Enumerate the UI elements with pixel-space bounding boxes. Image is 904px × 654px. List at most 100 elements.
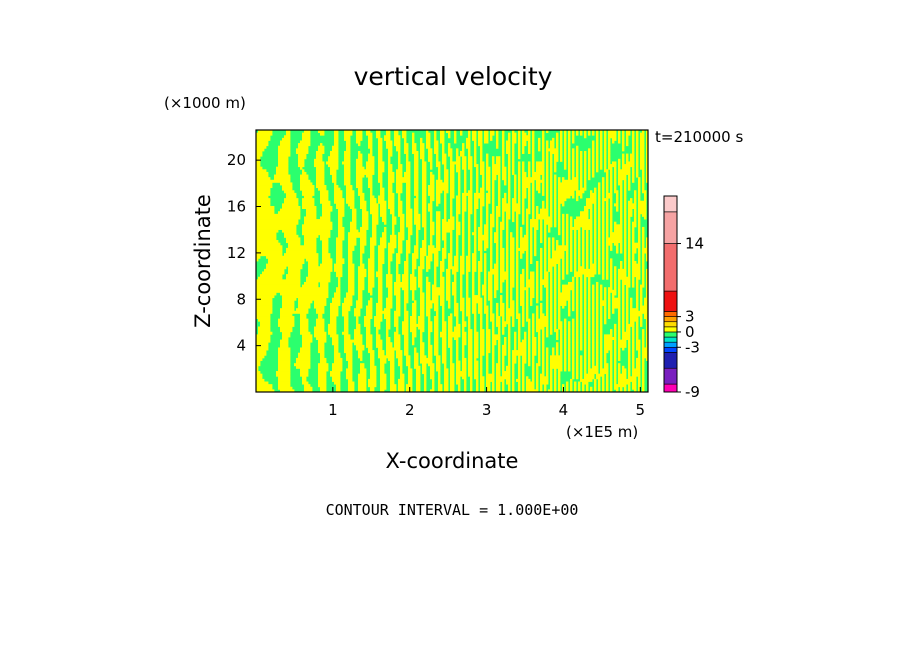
positive-region xyxy=(626,284,631,288)
positive-region xyxy=(640,323,643,327)
positive-region xyxy=(574,250,577,254)
positive-region xyxy=(546,357,549,361)
positive-region xyxy=(436,200,441,204)
positive-region xyxy=(446,276,451,280)
positive-region xyxy=(516,268,519,272)
positive-region xyxy=(522,368,525,372)
positive-region xyxy=(584,153,587,157)
positive-region xyxy=(488,271,499,275)
positive-region xyxy=(642,250,648,254)
positive-region xyxy=(436,153,439,157)
positive-region xyxy=(512,156,515,160)
positive-region xyxy=(628,200,633,204)
positive-region xyxy=(568,368,571,372)
positive-region xyxy=(502,331,505,335)
positive-region xyxy=(480,344,485,348)
positive-region xyxy=(518,187,521,191)
positive-region xyxy=(348,268,355,272)
positive-region xyxy=(430,200,433,204)
positive-region xyxy=(348,240,357,244)
positive-region xyxy=(486,221,489,225)
positive-region xyxy=(530,297,533,301)
positive-region xyxy=(630,321,635,325)
positive-region xyxy=(472,302,477,306)
positive-region xyxy=(582,250,585,254)
positive-region xyxy=(284,198,299,202)
positive-region xyxy=(632,166,635,170)
positive-region xyxy=(606,373,609,377)
positive-region xyxy=(466,258,471,262)
positive-region xyxy=(358,378,367,382)
positive-region xyxy=(618,161,621,165)
positive-region xyxy=(576,297,579,301)
positive-region xyxy=(334,185,339,189)
positive-region xyxy=(572,326,575,330)
positive-region xyxy=(258,130,273,134)
positive-region xyxy=(348,287,355,291)
positive-region xyxy=(472,261,477,265)
positive-region xyxy=(472,268,477,272)
positive-region xyxy=(618,368,621,372)
positive-region xyxy=(602,182,605,186)
positive-region xyxy=(540,211,549,215)
positive-region xyxy=(382,219,387,223)
positive-region xyxy=(480,371,483,375)
positive-region xyxy=(424,232,427,236)
positive-region xyxy=(480,381,485,385)
positive-region xyxy=(496,305,499,309)
positive-region xyxy=(332,148,339,152)
positive-region xyxy=(588,336,591,340)
positive-region xyxy=(604,321,607,325)
positive-region xyxy=(546,329,549,333)
positive-region xyxy=(422,195,427,199)
positive-region xyxy=(356,305,363,309)
positive-region xyxy=(414,171,419,175)
positive-region xyxy=(434,266,437,270)
positive-region xyxy=(636,132,639,136)
positive-region xyxy=(550,156,553,160)
positive-region xyxy=(348,276,355,280)
positive-region xyxy=(318,363,329,367)
positive-region xyxy=(472,266,477,270)
positive-region xyxy=(636,166,639,170)
positive-region xyxy=(406,169,411,173)
positive-region xyxy=(516,219,519,223)
positive-region xyxy=(632,336,635,340)
positive-region xyxy=(528,174,531,178)
positive-region xyxy=(300,321,309,325)
positive-region xyxy=(360,226,369,230)
positive-region xyxy=(558,224,561,228)
positive-region xyxy=(404,295,409,299)
positive-region xyxy=(642,376,645,380)
positive-region xyxy=(620,242,623,246)
positive-region xyxy=(642,368,645,372)
positive-region xyxy=(426,266,431,270)
positive-region xyxy=(546,365,549,369)
positive-region xyxy=(610,226,613,230)
positive-region xyxy=(566,219,569,223)
positive-region xyxy=(566,271,569,275)
positive-region xyxy=(348,203,355,207)
positive-region xyxy=(416,229,419,233)
positive-region xyxy=(464,169,467,173)
positive-region xyxy=(406,245,411,249)
positive-region xyxy=(584,318,587,322)
positive-region xyxy=(542,329,545,333)
positive-region xyxy=(456,355,459,359)
positive-region xyxy=(448,300,451,304)
positive-region xyxy=(446,284,451,288)
positive-region xyxy=(468,203,473,207)
positive-region xyxy=(636,143,639,147)
positive-region xyxy=(448,253,453,257)
positive-region xyxy=(420,350,425,354)
positive-region xyxy=(532,185,535,189)
positive-region xyxy=(510,295,513,299)
positive-region xyxy=(512,169,515,173)
positive-region xyxy=(472,232,477,236)
positive-region xyxy=(588,169,591,173)
positive-region xyxy=(356,323,361,327)
positive-region xyxy=(532,216,535,220)
positive-region xyxy=(588,284,591,288)
positive-region xyxy=(486,198,491,202)
positive-region xyxy=(586,250,589,254)
